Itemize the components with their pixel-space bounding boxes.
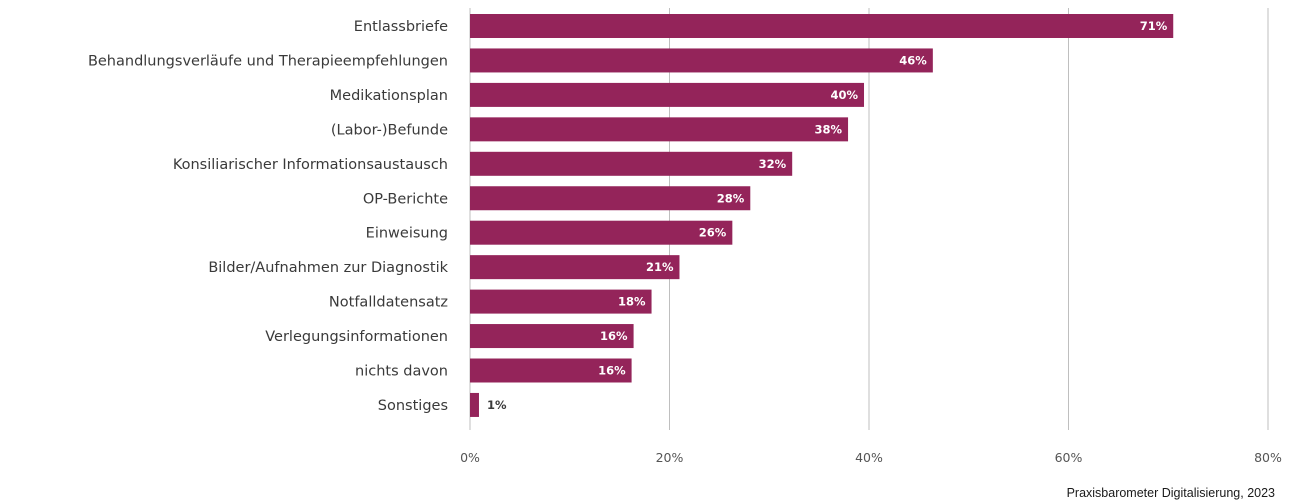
- value-label: 46%: [899, 53, 927, 67]
- value-label: 18%: [618, 295, 646, 309]
- bar: [470, 255, 680, 280]
- category-label: (Labor-)Befunde: [331, 122, 448, 138]
- value-label: 1%: [487, 398, 507, 412]
- bar: [470, 220, 733, 245]
- x-tick-label: 80%: [1254, 450, 1282, 465]
- category-label: Medikationsplan: [330, 88, 448, 104]
- value-label: 26%: [699, 226, 727, 240]
- bar: [470, 14, 1174, 38]
- category-label: Sonstiges: [378, 398, 448, 414]
- category-label: Konsiliarischer Informationsaustausch: [173, 157, 448, 173]
- bar: [470, 186, 751, 211]
- category-label: Verlegungsinformationen: [265, 329, 448, 345]
- value-labels: 71% 46% 40% 38% 32% 28% 26% 21% 18% 16% 16% 1%: [487, 19, 1168, 412]
- category-labels: Entlassbriefe Behandlungsverläufe und The…: [88, 19, 449, 414]
- value-label: 21%: [646, 260, 674, 274]
- bar: [470, 324, 634, 349]
- value-label: 40%: [830, 88, 858, 102]
- category-label: Entlassbriefe: [354, 19, 448, 35]
- category-label: nichts davon: [355, 364, 448, 380]
- value-label: 16%: [600, 329, 628, 343]
- bar: [470, 358, 632, 383]
- value-label: 16%: [598, 364, 626, 378]
- x-tick-label: 40%: [855, 450, 883, 465]
- bars: [470, 14, 1174, 417]
- bar: [470, 117, 849, 142]
- value-label: 32%: [759, 157, 787, 171]
- x-axis-tick-labels: 0% 20% 40% 60% 80%: [460, 450, 1282, 465]
- x-tick-label: 60%: [1055, 450, 1083, 465]
- category-label: Einweisung: [366, 226, 448, 242]
- category-label: Bilder/Aufnahmen zur Diagnostik: [208, 260, 448, 276]
- source-note: Praxisbarometer Digitalisierung, 2023: [1066, 486, 1275, 500]
- x-tick-label: 0%: [460, 450, 480, 465]
- category-label: OP-Berichte: [363, 191, 448, 207]
- bar: [470, 151, 793, 176]
- bar: [470, 289, 652, 314]
- bar: [470, 392, 479, 417]
- x-tick-label: 20%: [656, 450, 684, 465]
- category-label: Behandlungsverläufe und Therapieempfehlu…: [88, 53, 448, 69]
- value-label: 38%: [815, 122, 843, 136]
- bar: [470, 48, 933, 73]
- value-label: 28%: [717, 191, 745, 205]
- value-label: 71%: [1140, 19, 1168, 33]
- category-label: Notfalldatensatz: [329, 295, 448, 311]
- bar: [470, 82, 865, 107]
